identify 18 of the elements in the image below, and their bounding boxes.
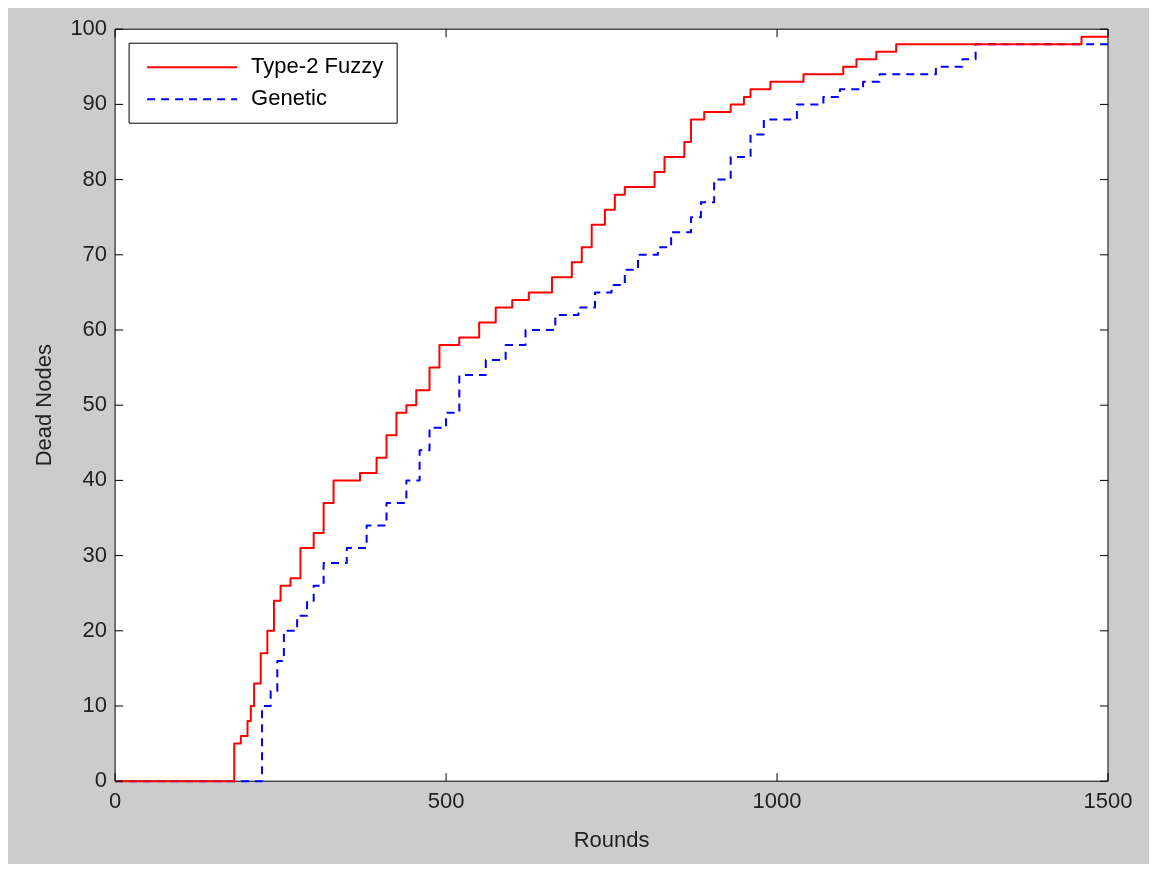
y-tick-label: 0: [94, 767, 108, 793]
y-tick-label: 20: [82, 616, 108, 642]
y-tick-label: 10: [82, 692, 108, 718]
x-tick-label: 1500: [1083, 788, 1133, 814]
x-tick-label: 1000: [752, 788, 802, 814]
y-tick-label: 80: [82, 165, 108, 191]
legend-label: Type-2 Fuzzy: [251, 53, 384, 79]
y-tick-label: 100: [70, 15, 108, 41]
y-axis-title: Dead Nodes: [31, 344, 57, 467]
legend-label: Genetic: [251, 85, 327, 111]
y-tick-label: 90: [82, 90, 108, 116]
y-tick-label: 30: [82, 541, 108, 567]
y-tick-label: 50: [82, 391, 108, 417]
y-tick-label: 60: [82, 316, 108, 342]
x-axis-title: Rounds: [573, 826, 650, 852]
y-tick-label: 70: [82, 240, 108, 266]
x-tick-label: 500: [427, 788, 465, 814]
y-tick-label: 40: [82, 466, 108, 492]
